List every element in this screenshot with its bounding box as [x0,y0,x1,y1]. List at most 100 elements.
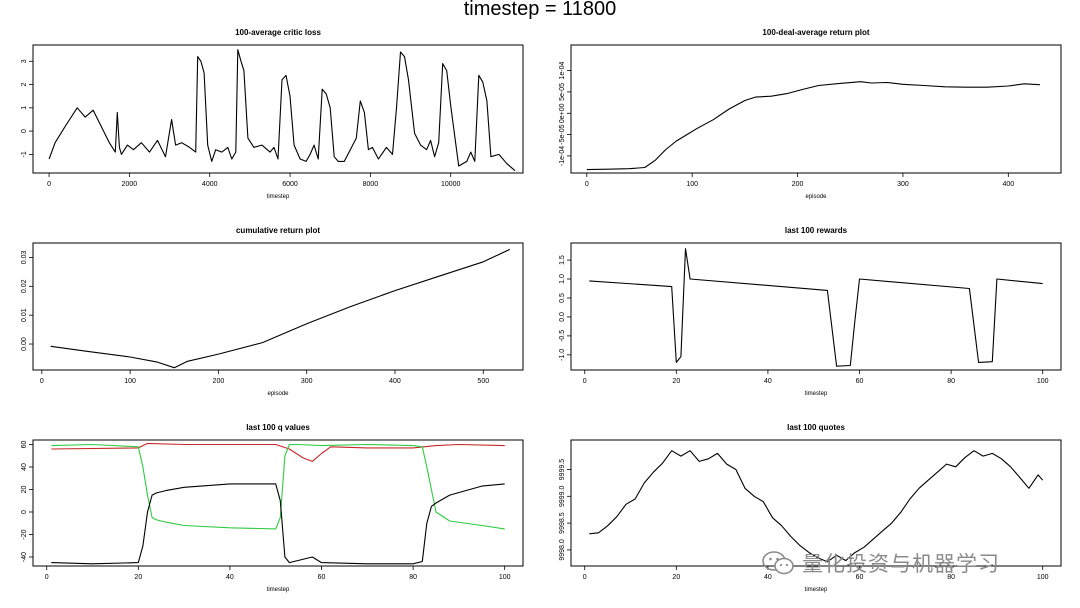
x-tick-label: 200 [213,378,225,385]
y-tick-label: 0 [21,129,28,133]
chart-title: last 100 quotes [787,423,845,432]
y-tick-label: -1.0 [559,349,566,361]
chart-last-100-quotes: last 100 quotes 0 20 40 60 80 100 9998.0 9998.5 9… [559,423,1062,593]
series-line-quote [589,450,1044,563]
x-tick-label: 400 [1002,181,1014,188]
chart-title: cumulative return plot [236,226,320,235]
y-tick-label: -20 [21,529,28,539]
y-tick-label: 9999.0 [559,485,566,507]
x-tick-label: 100 [1037,378,1049,385]
y-tick-label: 60 [21,441,28,449]
x-tick-label: 100 [499,574,511,581]
y-tick-label: -1 [21,151,28,157]
y-tick-label: 0e+00 [559,103,566,123]
x-tick-label: 300 [301,378,313,385]
series-line-critic-loss [48,49,516,172]
plot-frame [32,242,524,371]
y-tick-label: 0.00 [21,337,28,351]
x-tick-label: 100 [124,378,136,385]
x-tick-label: 80 [947,378,955,385]
x-tick-label: 60 [856,574,864,581]
y-tick-label: 1e-04 [559,62,566,80]
x-tick-label: 8000 [363,181,379,188]
x-tick-label: 100 [686,181,698,188]
y-tick-label: 0.5 [559,293,566,303]
y-tick-label: 0.0 [559,312,566,322]
chart-title: last 100 q values [246,423,310,432]
y-tick-label: -40 [21,552,28,562]
x-tick-label: 20 [672,574,680,581]
x-tick-label: 6000 [282,181,298,188]
chart-last-100-rewards: last 100 rewards 0 20 40 60 80 100 -1.0 -0.5 0.0 0… [559,226,1062,397]
series-line-red [51,442,505,462]
x-tick-label: 60 [856,378,864,385]
y-tick-label: 9998.0 [559,539,566,561]
x-tick-label: 0 [40,378,44,385]
x-tick-label: 0 [47,181,51,188]
chart-critic-loss: 100-average critic loss 0 2000 4000 6000 8000… [21,28,524,200]
x-tick-label: 40 [764,378,772,385]
y-tick-label: 9999.5 [559,459,566,481]
x-axis-label: timestep [805,391,828,397]
x-tick-label: 2000 [122,181,138,188]
x-tick-label: 80 [409,574,417,581]
y-tick-label: 1 [21,106,28,110]
chart-title: last 100 rewards [785,226,848,235]
y-tick-label: 5e-05 [559,83,566,101]
watermark-text: 量化投资与机器学习 [802,552,1000,576]
x-tick-label: 100 [1037,574,1049,581]
y-tick-label: 40 [21,463,28,471]
series-line-green [51,443,505,530]
series-line-cumulative [50,248,511,369]
series-line-black [51,483,505,565]
y-tick-label: 3 [21,59,28,63]
plot-frame [32,44,524,174]
x-axis-label: timestep [267,587,290,593]
x-tick-label: 200 [792,181,804,188]
y-tick-label: 2 [21,83,28,87]
wechat-icon [762,551,794,575]
y-tick-label: -1e-04 [559,146,566,166]
x-axis-label: timestep [805,587,828,593]
watermark: 量化投资与机器学习 [762,548,1000,578]
y-tick-label: -5e-05 [559,124,566,144]
x-tick-label: 20 [134,574,142,581]
y-tick-label: 0.01 [21,308,28,322]
x-tick-label: 10000 [441,181,461,188]
chart-cumulative-return: cumulative return plot 0 100 200 300 400 500 0.… [21,226,524,397]
x-tick-label: 40 [764,574,772,581]
chart-last-100-q: last 100 q values 0 20 40 60 80 100 -40 -20 0 20 40… [21,423,524,593]
x-tick-label: 400 [389,378,401,385]
x-tick-label: 4000 [202,181,218,188]
y-tick-label: 20 [21,486,28,494]
plot-frame [32,439,524,567]
series-line-return [586,81,1040,171]
plot-frame [570,242,1062,371]
x-tick-label: 0 [585,181,589,188]
x-tick-label: 0 [583,574,587,581]
y-tick-label: 1.5 [559,255,566,265]
figure-suptitle: timestep = 11800 [464,0,617,20]
plot-frame [570,439,1062,567]
x-tick-label: 80 [947,574,955,581]
x-tick-label: 0 [45,574,49,581]
x-axis-label: episode [805,194,827,200]
x-axis-label: timestep [267,194,290,200]
y-tick-label: 0.02 [21,279,28,293]
x-tick-label: 300 [897,181,909,188]
series-line-reward [589,248,1043,367]
x-tick-label: 20 [672,378,680,385]
x-tick-label: 40 [226,574,234,581]
plot-frame [570,44,1062,174]
x-tick-label: 0 [583,378,587,385]
y-tick-label: 0 [21,510,28,514]
y-tick-label: 0.03 [21,251,28,265]
x-axis-label: episode [267,391,289,397]
chart-title: 100-average critic loss [235,28,321,37]
chart-deal-return: 100-deal-average return plot 0 100 200 300 40… [559,28,1062,200]
y-tick-label: 1.0 [559,274,566,284]
chart-title: 100-deal-average return plot [762,28,869,37]
x-tick-label: 500 [477,378,489,385]
y-tick-label: -0.5 [559,330,566,342]
